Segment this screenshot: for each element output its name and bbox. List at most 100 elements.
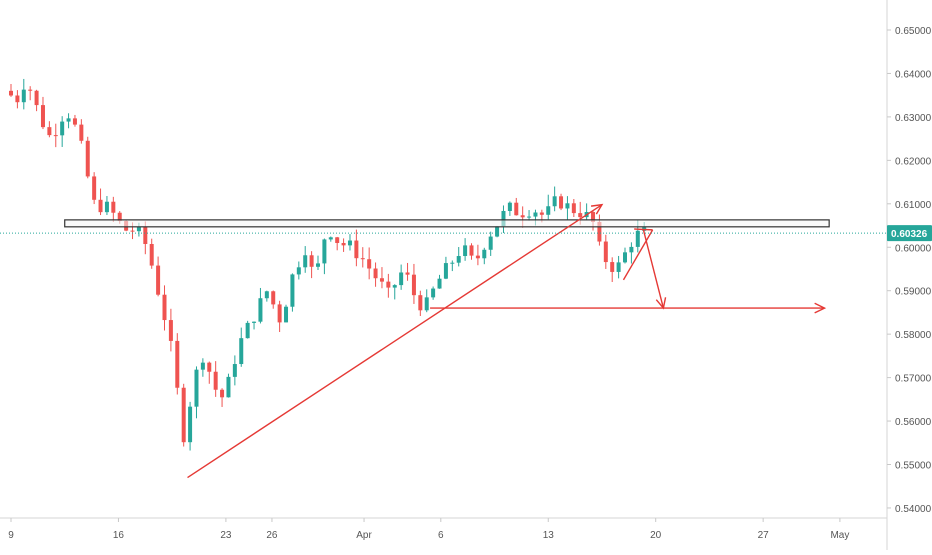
candle-body (373, 268, 378, 279)
candle-body (252, 321, 257, 323)
candle (303, 246, 308, 273)
candle (296, 261, 301, 280)
candle-body (264, 291, 269, 299)
y-tick-label: 0.61000 (895, 200, 932, 211)
candle-body (514, 202, 519, 216)
arrow-head (655, 297, 667, 310)
candle-body (616, 262, 621, 272)
candle (443, 256, 448, 280)
candle (597, 214, 602, 246)
candle-body (9, 90, 13, 96)
y-tick-label: 0.59000 (895, 287, 932, 298)
candle (546, 194, 551, 220)
candle-body (507, 202, 512, 211)
candle (72, 114, 77, 127)
candle-body (539, 212, 544, 215)
candle (104, 195, 109, 216)
candle (21, 78, 26, 110)
resistance-zone[interactable] (64, 219, 830, 228)
candle (252, 321, 257, 330)
candle (482, 247, 487, 265)
candle-body (437, 278, 442, 289)
candle-body (60, 121, 65, 136)
candle-body (456, 256, 461, 263)
trend-arrow[interactable] (642, 229, 667, 310)
candle-body (72, 118, 77, 125)
candle (431, 286, 436, 300)
candle (373, 262, 378, 287)
candle (450, 260, 455, 272)
candle (392, 284, 397, 300)
candle-body (162, 294, 167, 321)
candle (53, 123, 58, 148)
arrow-head (590, 203, 604, 215)
candle-body (21, 89, 26, 103)
candle-body (597, 221, 602, 242)
candle (354, 229, 359, 267)
price-axis[interactable]: 0.65000 0.64000 0.63000 0.62000 0.61000 0.600… (887, 26, 932, 515)
trend-arrow[interactable] (187, 203, 604, 479)
candle-body (411, 274, 416, 296)
time-axis[interactable]: 9 16 23 26 Apr 6 13 20 27 May (8, 518, 849, 541)
candle (507, 201, 512, 216)
candle (149, 238, 154, 269)
candle-body (379, 278, 384, 282)
candle-body (469, 245, 474, 256)
candle-body (328, 237, 333, 240)
x-tick-label: Apr (356, 530, 372, 541)
candle-body (258, 298, 263, 322)
candle (456, 247, 461, 267)
candle (258, 287, 263, 324)
current-price-marker: 0.60326 (0, 225, 932, 242)
y-tick-label: 0.58000 (895, 330, 932, 341)
candle (264, 290, 269, 302)
candle (239, 327, 244, 367)
x-tick-label: 23 (220, 530, 232, 541)
candle-body (623, 252, 627, 263)
candle-body (360, 258, 365, 260)
y-tick-label: 0.60000 (895, 243, 932, 254)
candle (405, 262, 410, 281)
trend-line[interactable] (634, 228, 653, 231)
candle (411, 263, 416, 304)
candle (9, 84, 13, 97)
candle-body (341, 242, 346, 246)
candle-body (322, 239, 327, 264)
candle (347, 234, 352, 251)
candle (284, 304, 289, 323)
candle-body (40, 105, 45, 128)
candle (424, 289, 429, 313)
candle (79, 119, 84, 144)
candle-body (130, 230, 135, 232)
y-tick-label: 0.56000 (895, 417, 932, 428)
x-tick-label: 20 (650, 530, 662, 541)
candle (514, 197, 519, 216)
candle (309, 251, 314, 279)
candle-body (603, 241, 608, 263)
candle-body (629, 246, 634, 253)
candle (475, 244, 480, 266)
candle-body (245, 322, 250, 339)
candle-body (565, 203, 570, 209)
candle-body (53, 135, 58, 137)
arrow-head (814, 302, 827, 314)
candle (60, 116, 65, 147)
candle (232, 355, 237, 386)
candle-body (392, 285, 397, 288)
candle-body (431, 288, 436, 298)
candle (220, 388, 225, 407)
candle-body (501, 210, 506, 227)
y-tick-label: 0.64000 (895, 69, 932, 80)
candle (290, 273, 295, 312)
trend-line[interactable] (622, 229, 654, 281)
trend-arrow[interactable] (430, 302, 827, 314)
candle-body (290, 274, 295, 307)
candle-body (635, 230, 640, 247)
candle-body (181, 387, 186, 443)
candle-body (296, 267, 301, 275)
candle-body (98, 199, 103, 213)
candle-body (239, 338, 244, 365)
candle-body (418, 295, 423, 311)
